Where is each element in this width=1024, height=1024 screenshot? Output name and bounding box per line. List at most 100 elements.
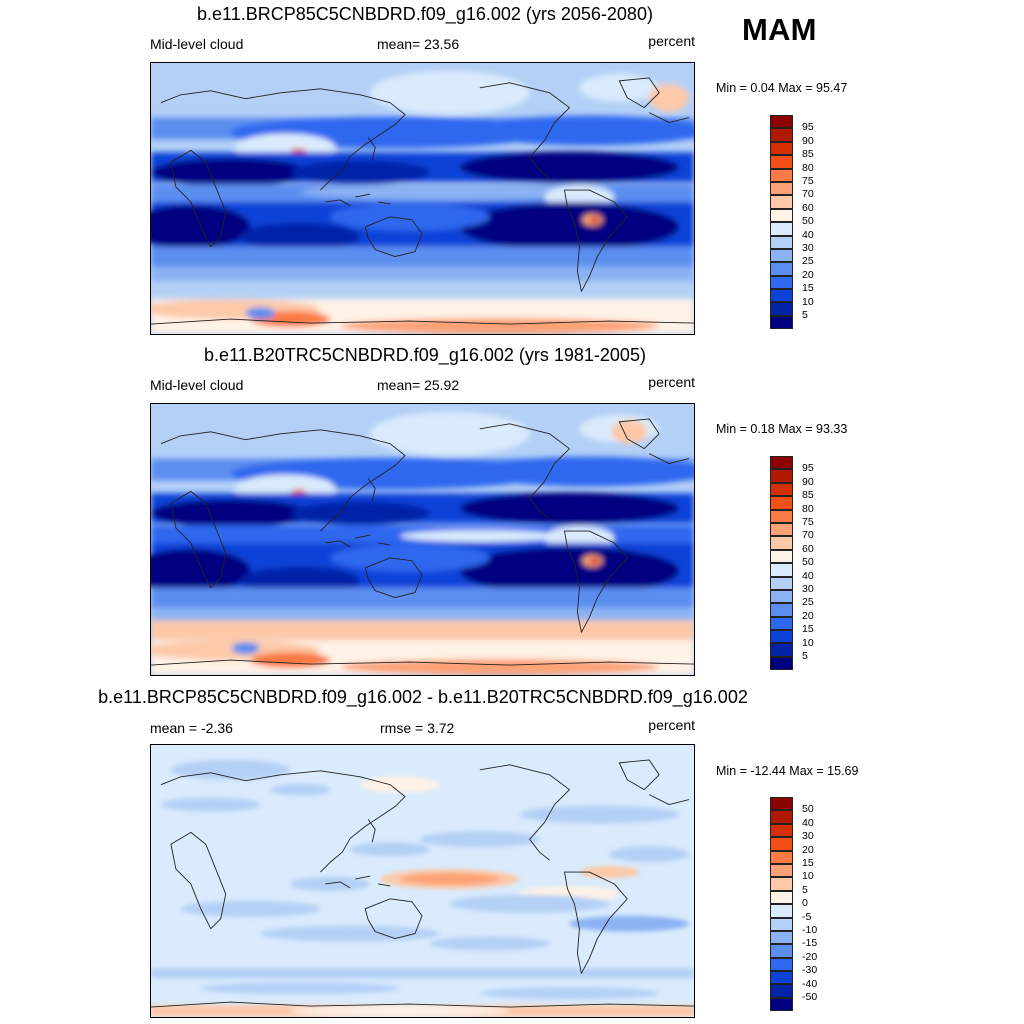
season-label: MAM bbox=[742, 12, 817, 47]
legend-label: -50 bbox=[802, 991, 818, 1003]
legend-swatch bbox=[770, 496, 793, 510]
legend-label: 30 bbox=[802, 242, 814, 254]
min-max-label: Min = -12.44 Max = 15.69 bbox=[716, 764, 859, 778]
legend-label: 20 bbox=[802, 843, 814, 856]
units-label: percent bbox=[648, 374, 695, 390]
legend-label: 60 bbox=[802, 201, 814, 214]
units-label: percent bbox=[648, 717, 695, 733]
legend-label: 40 bbox=[802, 228, 814, 241]
legend-swatch bbox=[770, 576, 793, 590]
legend-label: 15 bbox=[802, 282, 814, 295]
legend-swatch bbox=[770, 536, 793, 550]
legend-label: 90 bbox=[802, 475, 814, 488]
panel-title: b.e11.BRCP85C5CNBDRD.f09_g16.002 (yrs 20… bbox=[197, 4, 653, 24]
legend-label: 80 bbox=[802, 161, 814, 174]
legend-swatch bbox=[770, 262, 793, 276]
cloud-map bbox=[150, 403, 695, 676]
legend-swatch bbox=[770, 302, 793, 316]
legend-swatch bbox=[770, 603, 793, 617]
cloud-map bbox=[150, 62, 695, 335]
legend-label: 70 bbox=[802, 529, 814, 542]
legend-swatch bbox=[770, 456, 793, 470]
legend-swatch bbox=[770, 482, 793, 497]
legend-swatch bbox=[770, 509, 793, 523]
variable-label: Mid-level cloud bbox=[150, 377, 244, 393]
legend-label: 10 bbox=[802, 870, 814, 883]
legend-label: 95 bbox=[802, 462, 814, 475]
panel-title: b.e11.B20TRC5CNBDRD.f09_g16.002 (yrs 198… bbox=[204, 345, 646, 365]
legend-swatch bbox=[770, 837, 793, 851]
panel-difference: b.e11.BRCP85C5CNBDRD.f09_g16.002 - b.e11… bbox=[0, 682, 1024, 1022]
legend-swatch bbox=[770, 222, 793, 236]
mean-label: mean= 23.56 bbox=[377, 36, 460, 52]
map-field bbox=[151, 63, 694, 334]
legend-label: 50 bbox=[802, 556, 814, 569]
difference-map bbox=[150, 744, 695, 1018]
legend-label: -10 bbox=[802, 924, 818, 936]
legend-swatches bbox=[770, 456, 793, 671]
legend-label: 75 bbox=[802, 516, 814, 528]
rmse-label: rmse = 3.72 bbox=[380, 720, 455, 736]
legend-swatch bbox=[770, 616, 793, 631]
map-field bbox=[151, 404, 694, 675]
legend-swatch bbox=[770, 315, 793, 330]
legend-swatch bbox=[770, 128, 793, 142]
legend-label: 5 bbox=[802, 309, 808, 321]
panel-title: b.e11.BRCP85C5CNBDRD.f09_g16.002 - b.e11… bbox=[98, 687, 748, 707]
map-field bbox=[151, 745, 694, 1017]
legend-swatch bbox=[770, 823, 793, 838]
legend-label: 0 bbox=[802, 897, 808, 910]
legend-swatch bbox=[770, 522, 793, 537]
legend-label: 5 bbox=[802, 883, 808, 896]
legend-swatch bbox=[770, 549, 793, 564]
legend-swatches bbox=[770, 797, 793, 1012]
legend-label: 20 bbox=[802, 268, 814, 281]
units-label: percent bbox=[648, 33, 695, 49]
legend-label: 90 bbox=[802, 134, 814, 147]
legend-swatch bbox=[770, 630, 793, 644]
legend-swatch bbox=[770, 863, 793, 878]
legend-label: 25 bbox=[802, 596, 814, 609]
legend-swatch bbox=[770, 563, 793, 577]
panel-future: b.e11.BRCP85C5CNBDRD.f09_g16.002 (yrs 20… bbox=[0, 0, 1024, 340]
legend-swatch bbox=[770, 971, 793, 985]
legend-swatch bbox=[770, 275, 793, 290]
legend-swatch bbox=[770, 810, 793, 824]
legend-swatch bbox=[770, 890, 793, 905]
legend-label: -5 bbox=[802, 910, 812, 923]
legend-swatch bbox=[770, 957, 793, 972]
legend-swatch bbox=[770, 797, 793, 811]
mean-label: mean = -2.36 bbox=[150, 720, 233, 736]
min-max-label: Min = 0.18 Max = 93.33 bbox=[716, 422, 848, 436]
mean-label: mean= 25.92 bbox=[377, 377, 460, 393]
legend-swatch bbox=[770, 469, 793, 483]
legend-swatch bbox=[770, 235, 793, 249]
legend-swatches bbox=[770, 115, 793, 330]
legend-swatch bbox=[770, 944, 793, 958]
legend-label: 85 bbox=[802, 489, 814, 502]
legend-swatch bbox=[770, 589, 793, 604]
legend-label: 40 bbox=[802, 569, 814, 582]
legend-swatch bbox=[770, 984, 793, 998]
legend-swatch bbox=[770, 917, 793, 931]
legend-label: 10 bbox=[802, 636, 814, 649]
legend-label: 10 bbox=[802, 295, 814, 308]
legend-label: 70 bbox=[802, 188, 814, 201]
legend-label: 50 bbox=[802, 803, 814, 816]
legend-label: 20 bbox=[802, 609, 814, 622]
legend-swatch bbox=[770, 904, 793, 918]
legend-label: 30 bbox=[802, 830, 814, 843]
legend-label: 25 bbox=[802, 255, 814, 268]
legend-label: 85 bbox=[802, 148, 814, 161]
variable-label: Mid-level cloud bbox=[150, 36, 244, 52]
legend-swatch bbox=[770, 168, 793, 182]
legend-label: 15 bbox=[802, 623, 814, 636]
legend-swatch bbox=[770, 248, 793, 263]
legend-swatch bbox=[770, 115, 793, 129]
legend-swatch bbox=[770, 930, 793, 945]
panel-historical: b.e11.B20TRC5CNBDRD.f09_g16.002 (yrs 198… bbox=[0, 341, 1024, 681]
legend-label: 40 bbox=[802, 816, 814, 829]
legend-swatch bbox=[770, 877, 793, 891]
legend-label: 15 bbox=[802, 857, 814, 869]
legend-swatch bbox=[770, 181, 793, 196]
